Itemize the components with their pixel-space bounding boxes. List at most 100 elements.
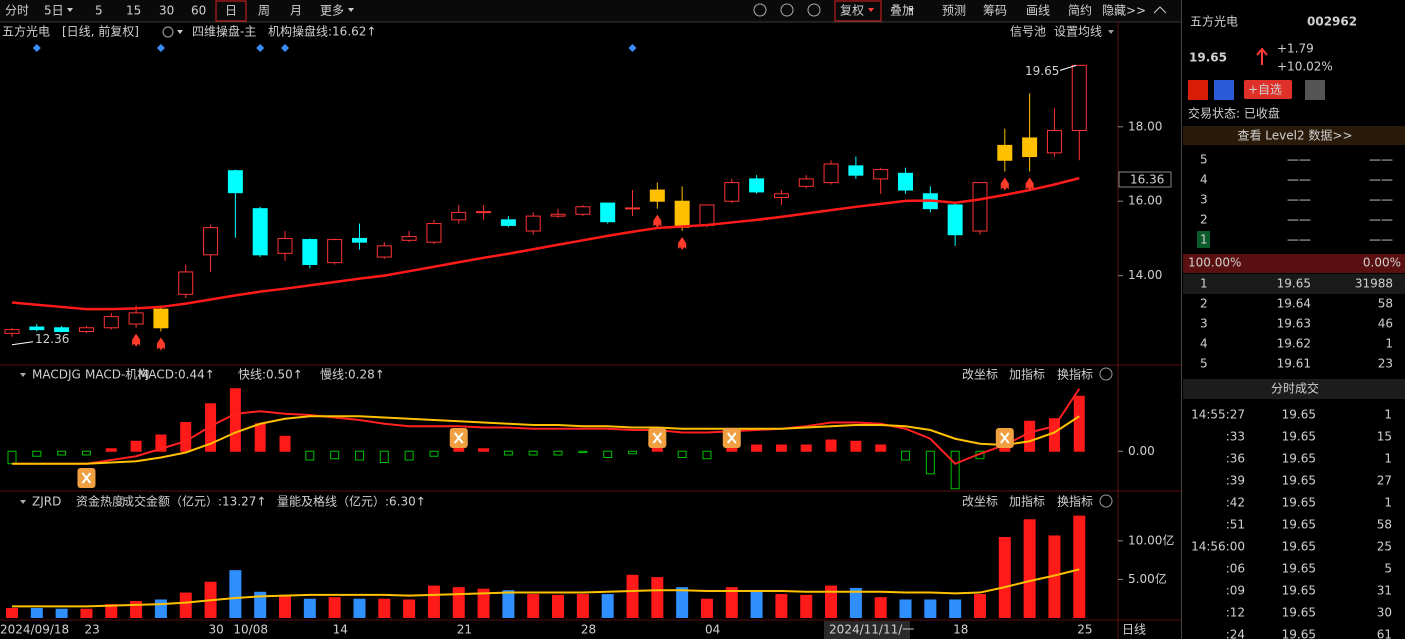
macd-bar [503, 450, 513, 456]
period-tab[interactable]: 周 [258, 4, 270, 18]
tool-icon[interactable] [807, 3, 821, 17]
volume-bar [973, 594, 986, 618]
candle-body [153, 308, 169, 329]
level2-bar[interactable] [1183, 126, 1405, 145]
level2-link[interactable]: 查看 Level2 数据>> [1237, 128, 1352, 143]
macd-bar [305, 450, 315, 461]
close-icon[interactable] [1099, 367, 1113, 381]
macd-bar [850, 440, 862, 452]
macd-bar [57, 450, 67, 456]
x-axis-label: 日线 [1122, 623, 1146, 637]
trade-time: :39 [1226, 474, 1245, 488]
ask-price: —— [1287, 193, 1311, 207]
volume-bar [700, 598, 713, 618]
watch-button[interactable] [1244, 80, 1292, 99]
signal-diamond [281, 44, 290, 52]
period-tab[interactable]: 更多 [320, 4, 344, 18]
volume-bar [80, 608, 93, 618]
macd-bar [603, 450, 613, 458]
period-tab[interactable]: 月 [290, 4, 302, 18]
candle-body [178, 271, 194, 295]
close-icon[interactable] [1099, 494, 1113, 508]
tool-button[interactable]: 复权 [840, 4, 864, 18]
volume-bar [179, 592, 192, 618]
period-tab[interactable]: 60 [191, 4, 206, 18]
bid-level: 2 [1200, 297, 1208, 311]
macd-bar [453, 447, 465, 452]
candle-body [525, 215, 541, 232]
tool-button[interactable]: 预测 [942, 4, 966, 18]
period-tab[interactable]: 分时 [5, 4, 29, 18]
indicator-name: 四维操盘-主 [192, 24, 256, 39]
tool-button[interactable]: 筹码 [983, 4, 1007, 18]
candle-body [54, 327, 70, 332]
trade-time: 14:56:00 [1191, 540, 1245, 554]
trade-volume: 30 [1377, 606, 1392, 620]
volume-bar [1073, 515, 1086, 618]
stock-name: 五方光电 [1190, 14, 1238, 29]
volume-bar [601, 594, 614, 618]
flag-icon[interactable] [1188, 80, 1208, 100]
trade-status: 交易状态: 已收盘 [1188, 106, 1280, 121]
tool-button[interactable]: 隐藏>> [1102, 4, 1146, 18]
ask-volume: —— [1369, 233, 1393, 247]
panel-button[interactable]: 信号池 [1010, 25, 1046, 39]
macd-bar [901, 450, 911, 461]
panel-button[interactable]: 设置均线 [1054, 25, 1102, 39]
volume-bar [775, 594, 788, 618]
trade-price: 19.65 [1282, 584, 1316, 598]
period-tab[interactable]: 15 [126, 4, 141, 18]
x-tick-label: 21 [457, 623, 472, 637]
indicator-value: 量能及格线（亿元）:6.30↑ [277, 494, 426, 509]
candle-body [401, 236, 417, 241]
tool-icon[interactable] [753, 3, 767, 17]
rocket-icon [653, 214, 662, 228]
up-arrow [1256, 47, 1268, 65]
candle-body [227, 170, 243, 194]
x-tick-label: 2024/11/11/一 [829, 623, 914, 637]
bid-level: 1 [1200, 277, 1208, 291]
dropdown-icon [20, 500, 26, 504]
panel-button[interactable]: 换指标 [1057, 494, 1093, 509]
price-change-pct: +10.02% [1277, 60, 1333, 74]
period-tab[interactable]: 5日 [44, 4, 64, 18]
macd-bar [553, 450, 563, 456]
panel-button[interactable]: 改坐标 [962, 495, 998, 509]
candle-body [451, 211, 467, 221]
macd-bar [205, 403, 217, 452]
candle-body [426, 223, 442, 243]
x-tick-label: 18 [953, 623, 968, 637]
tool-button[interactable]: 画线 [1026, 4, 1050, 18]
tool-button[interactable]: 叠加 [890, 4, 914, 18]
trade-time: :09 [1226, 584, 1245, 598]
candle-body [550, 213, 566, 217]
margin-icon[interactable] [1214, 80, 1234, 100]
period-tab[interactable]: 30 [159, 4, 174, 18]
panel-button[interactable]: 加指标 [1009, 367, 1045, 382]
panel-button[interactable]: 加指标 [1009, 494, 1045, 509]
trade-time: :33 [1226, 430, 1245, 444]
y-tick-label: 5.00亿 [1128, 571, 1167, 586]
trade-price: 19.65 [1282, 606, 1316, 620]
trade-time: :06 [1226, 562, 1245, 576]
period-tab[interactable]: 日 [225, 4, 237, 18]
tool-button[interactable]: 简约 [1068, 3, 1092, 18]
collapse-icon[interactable] [1153, 6, 1167, 14]
panel-button[interactable]: 改坐标 [962, 368, 998, 382]
ask-volume: —— [1369, 153, 1393, 167]
trade-volume: 1 [1384, 452, 1392, 466]
panel-button[interactable]: 换指标 [1057, 367, 1093, 382]
tool-icon[interactable] [780, 3, 794, 17]
candle-body [823, 163, 839, 184]
volume-bar [254, 591, 267, 618]
alert-icon[interactable] [1305, 80, 1325, 100]
candle-body [1022, 137, 1038, 158]
bid-price: 19.63 [1277, 317, 1311, 331]
period-tab[interactable]: 5 [95, 4, 103, 18]
dropdown-icon [1108, 30, 1114, 34]
bid-highlight [1183, 274, 1405, 294]
macd-bar [578, 450, 588, 453]
macd-bar [800, 444, 812, 452]
watch-label[interactable]: +自选 [1248, 83, 1282, 97]
macd-bar [925, 450, 935, 475]
